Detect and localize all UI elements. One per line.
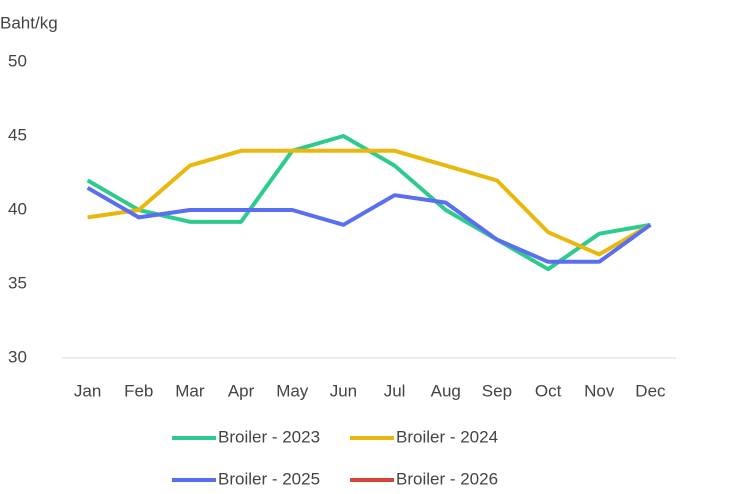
x-tick-label: Jan: [74, 381, 101, 400]
series-line: [86, 134, 651, 272]
legend-label: Broiler - 2023: [218, 427, 320, 446]
x-tick-label: Apr: [228, 381, 255, 400]
x-tick-label: May: [276, 381, 309, 400]
y-tick-label: 35: [8, 273, 27, 292]
y-tick-label: 45: [8, 125, 27, 144]
y-tick-label: 50: [8, 51, 27, 70]
y-tick-label: 40: [8, 199, 27, 218]
x-tick-label: Feb: [124, 381, 153, 400]
x-tick-label: Dec: [635, 381, 666, 400]
x-tick-label: Aug: [431, 381, 461, 400]
x-tick-label: Jul: [384, 381, 406, 400]
legend-label: Broiler - 2026: [396, 469, 498, 488]
x-tick-label: Oct: [535, 381, 562, 400]
x-tick-label: Sep: [482, 381, 512, 400]
x-tick-label: Jun: [330, 381, 357, 400]
x-tick-label: Nov: [584, 381, 615, 400]
series-line: [86, 186, 652, 264]
legend-label: Broiler - 2025: [218, 469, 320, 488]
series-line: [87, 148, 652, 257]
y-tick-label: 30: [8, 347, 27, 366]
x-tick-label: Mar: [175, 381, 205, 400]
y-axis-label: Baht/kg: [0, 13, 58, 32]
legend-label: Broiler - 2024: [396, 427, 498, 446]
